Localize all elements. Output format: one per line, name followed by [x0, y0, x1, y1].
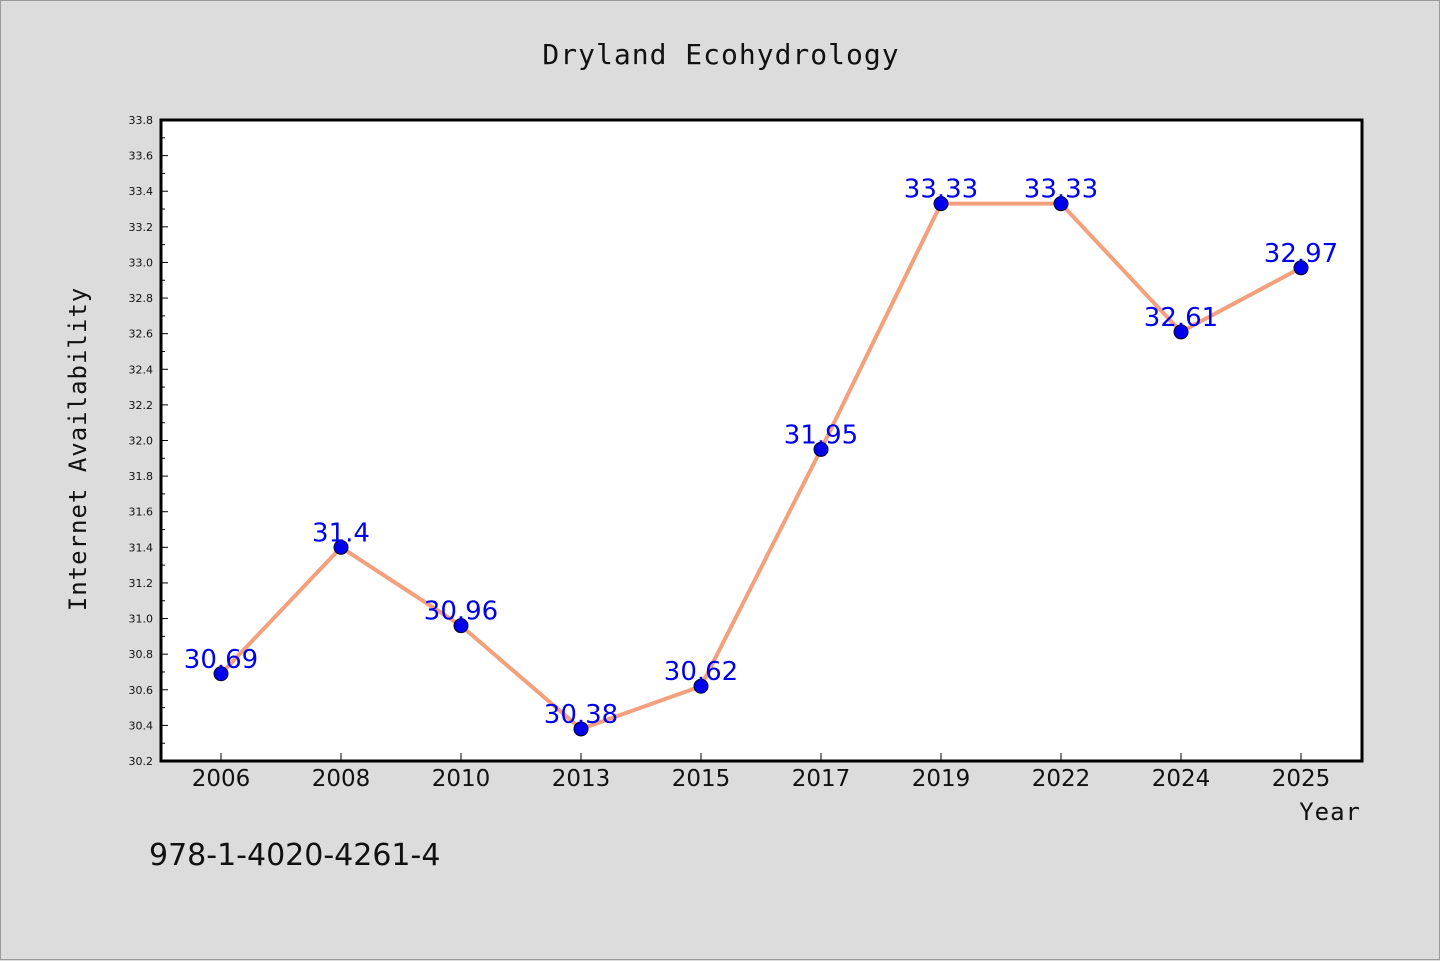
x-tick-label: 2019 — [912, 766, 971, 792]
y-tick-label: 33.6 — [129, 150, 154, 163]
x-tick-label: 2022 — [1032, 766, 1091, 792]
y-tick-label: 31.2 — [129, 577, 154, 590]
y-tick-label: 33.0 — [129, 256, 154, 269]
y-tick-label: 30.8 — [129, 648, 154, 661]
x-tick-label: 2006 — [192, 766, 251, 792]
x-tick-label: 2025 — [1272, 766, 1331, 792]
x-tick-label: 2017 — [792, 766, 851, 792]
data-label: 31.95 — [784, 420, 858, 450]
plot-area — [159, 118, 1364, 763]
series-group: 30.69 31.4 30.96 30.38 30.62 31.95 33.33 33.33 3… — [184, 175, 1338, 737]
data-point — [453, 618, 469, 634]
data-label: 33.33 — [1024, 175, 1098, 205]
y-tick-label: 30.4 — [129, 719, 154, 732]
y-axis-label: Internet Availability — [64, 287, 92, 611]
data-point — [333, 539, 349, 555]
data-label: 30.62 — [664, 657, 738, 687]
x-tick-label: 2010 — [432, 766, 491, 792]
y-axis: 30.2 30.4 30.6 30.8 31.0 31.2 31.4 31.6 31.8 32.0… — [129, 114, 168, 768]
y-tick-label: 32.2 — [129, 399, 154, 412]
data-label: 30.69 — [184, 645, 258, 675]
data-label: 32.61 — [1144, 303, 1218, 333]
x-tick-label: 2008 — [312, 766, 371, 792]
y-tick-label: 31.0 — [129, 613, 154, 626]
data-label: 32.97 — [1264, 239, 1338, 269]
data-point — [813, 441, 829, 457]
data-point — [693, 678, 709, 694]
data-point — [933, 196, 949, 212]
x-axis: 2006 2008 2010 2013 2015 2017 2019 2022 2024 2025 — [192, 753, 1331, 792]
x-tick-label: 2024 — [1152, 766, 1211, 792]
y-tick-label: 30.6 — [129, 684, 154, 697]
data-label: 30.38 — [544, 700, 618, 730]
y-tick-label: 33.8 — [129, 114, 154, 127]
y-tick-label: 32.8 — [129, 292, 154, 305]
data-label: 31.4 — [312, 518, 370, 548]
x-axis-label: Year — [1299, 798, 1361, 826]
y-tick-label: 31.6 — [129, 506, 154, 519]
data-point — [213, 666, 229, 682]
series-line — [219, 201, 1302, 731]
y-tick-label: 32.6 — [129, 328, 154, 341]
data-label: 33.33 — [904, 175, 978, 205]
data-point — [573, 721, 589, 737]
data-point — [1173, 324, 1189, 340]
y-tick-label: 33.4 — [129, 185, 154, 198]
data-point — [1293, 260, 1309, 276]
y-tick-label: 30.2 — [129, 755, 154, 768]
y-tick-label: 32.4 — [129, 363, 154, 376]
y-tick-label: 31.8 — [129, 470, 154, 483]
isbn-footer-text: 978-1-4020-4261-4 — [149, 838, 440, 873]
data-point — [1053, 196, 1069, 212]
x-tick-label: 2013 — [552, 766, 611, 792]
chart-title: Dryland Ecohydrology — [542, 38, 899, 71]
y-tick-label: 31.4 — [129, 541, 154, 554]
x-tick-label: 2015 — [672, 766, 731, 792]
data-label: 30.96 — [424, 597, 498, 627]
y-tick-label: 33.2 — [129, 221, 154, 234]
y-tick-label: 32.0 — [129, 435, 154, 448]
